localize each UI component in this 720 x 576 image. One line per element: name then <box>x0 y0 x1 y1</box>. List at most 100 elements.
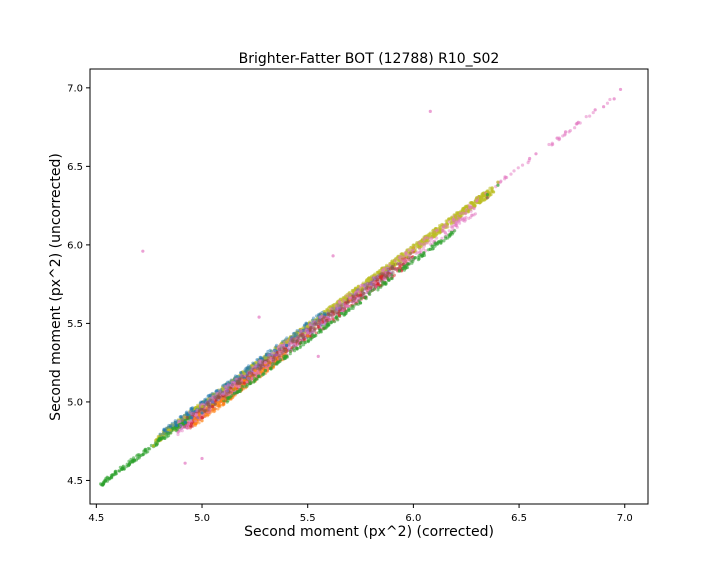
scatter-point <box>433 244 437 248</box>
scatter-point <box>179 414 184 419</box>
scatter-point <box>299 341 303 345</box>
scatter-point <box>285 355 289 359</box>
scatter-point <box>167 423 171 428</box>
scatter-point <box>225 400 229 404</box>
scatter-point <box>269 349 274 353</box>
scatter-point <box>264 353 269 357</box>
data-point <box>263 356 268 360</box>
scatter-point <box>158 432 162 436</box>
scatter-point <box>336 300 340 304</box>
scatter-point <box>463 211 468 215</box>
scatter-point <box>246 364 251 368</box>
scatter-point <box>274 345 278 349</box>
scatter-point <box>191 412 195 416</box>
data-point <box>432 230 437 234</box>
scatter-point <box>472 206 476 210</box>
x-tick-label: 7.0 <box>617 513 633 524</box>
data-point <box>185 416 189 420</box>
scatter-point <box>259 357 263 362</box>
scatter-point <box>293 334 297 339</box>
scatter-point <box>319 330 323 334</box>
scatter-point <box>464 208 469 213</box>
y-tick-label: 7.0 <box>67 83 83 94</box>
data-point <box>221 387 225 391</box>
scatter-point <box>386 267 390 272</box>
x-tick-label: 5.0 <box>194 513 210 524</box>
scatter-point <box>404 264 408 268</box>
scatter-point <box>169 424 173 428</box>
scatter-point <box>432 233 436 237</box>
scatter-point <box>258 359 262 363</box>
scatter-point <box>422 238 426 242</box>
scatter-point <box>312 334 316 338</box>
scatter-point <box>343 312 347 316</box>
scatter-point <box>320 310 324 315</box>
scatter-point <box>175 419 180 423</box>
scatter-point <box>277 345 281 349</box>
data-point <box>221 392 225 396</box>
scatter-point <box>409 251 413 256</box>
scatter-point <box>170 424 174 428</box>
scatter-point <box>266 349 270 354</box>
scatter-point <box>238 377 242 381</box>
scatter-point <box>229 378 233 382</box>
scatter-point <box>342 297 346 301</box>
scatter-point <box>216 388 221 392</box>
scatter-point <box>334 315 339 319</box>
scatter-point <box>330 320 334 324</box>
data-point <box>183 420 187 424</box>
data-point <box>401 266 405 271</box>
scatter-point <box>375 277 380 281</box>
scatter-point <box>349 306 353 311</box>
scatter-point <box>417 253 421 258</box>
scatter-point <box>331 306 335 310</box>
scatter-point <box>174 429 178 433</box>
scatter-point <box>249 371 253 375</box>
scatter-point <box>289 337 293 342</box>
scatter-point <box>204 397 208 401</box>
data-point <box>295 339 299 343</box>
scatter-point <box>381 266 385 270</box>
scatter-point <box>206 408 210 412</box>
scatter-point <box>184 411 188 415</box>
scatter-point <box>177 419 181 423</box>
data-point <box>274 353 278 357</box>
scatter-point <box>441 223 445 228</box>
scatter-point <box>387 278 391 282</box>
scatter-point <box>273 348 277 353</box>
scatter-point <box>376 270 381 275</box>
scatter-point <box>257 374 261 378</box>
scatter-point <box>218 400 222 404</box>
scatter-point <box>292 331 297 335</box>
scatter-point <box>402 259 407 263</box>
scatter-point <box>312 322 317 326</box>
scatter-point <box>461 218 465 223</box>
scatter-point <box>573 126 577 130</box>
scatter-point <box>206 394 210 398</box>
scatter-point <box>268 348 272 352</box>
scatter-point <box>248 365 252 369</box>
scatter-point <box>334 304 338 308</box>
scatter-point <box>335 310 339 315</box>
scatter-point <box>254 364 258 368</box>
scatter-point <box>454 223 458 227</box>
scatter-point <box>316 318 320 322</box>
scatter-point <box>428 231 432 235</box>
scatter-point <box>185 412 189 416</box>
data-point <box>183 461 187 465</box>
scatter-point <box>317 318 321 322</box>
data-point <box>210 405 215 409</box>
scatter-point <box>455 211 460 215</box>
scatter-point <box>273 348 277 352</box>
scatter-point <box>245 365 249 370</box>
x-tick-label: 6.5 <box>511 513 527 524</box>
scatter-point <box>216 407 220 411</box>
scatter-point <box>210 391 214 396</box>
scatter-point <box>304 321 308 325</box>
scatter-point <box>428 234 432 238</box>
scatter-point <box>294 332 299 336</box>
scatter-point <box>387 263 392 267</box>
scatter-point <box>236 374 240 379</box>
data-point <box>316 324 320 329</box>
scatter-point <box>399 252 403 256</box>
